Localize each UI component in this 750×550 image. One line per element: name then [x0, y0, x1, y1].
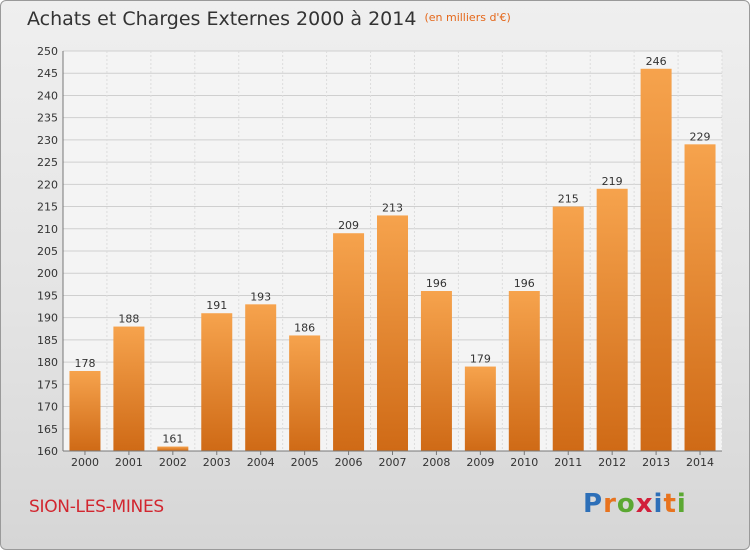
- bar-value-label: 229: [690, 130, 711, 143]
- bar-2001: [113, 326, 145, 451]
- y-tick-label: 180: [37, 356, 58, 369]
- x-tick-label: 2006: [335, 456, 363, 469]
- y-tick-label: 210: [37, 223, 58, 236]
- bar-2012: [596, 188, 628, 451]
- axis-layer: 160 165 170 175 180 185 190 195 200 205 210 215 220 2…: [37, 45, 722, 469]
- y-tick-label: 160: [37, 445, 58, 458]
- y-tick-label: 215: [37, 201, 58, 214]
- x-tick-label: 2014: [686, 456, 714, 469]
- logo-letter: P: [583, 489, 604, 519]
- bar-2007: [377, 215, 408, 451]
- chart-title: Achats et Charges Externes 2000 à 2014 (e…: [27, 8, 511, 30]
- y-tick-label: 190: [37, 312, 58, 325]
- bar-2011: [552, 206, 584, 451]
- logo-letter: x: [635, 489, 654, 519]
- x-tick-label: 2007: [379, 456, 407, 469]
- bar-value-label: 196: [426, 277, 447, 290]
- bar-2004: [245, 304, 277, 451]
- commune-name: SION-LES-MINES: [29, 497, 164, 517]
- y-tick-label: 195: [37, 289, 58, 302]
- y-tick-label: 175: [37, 378, 58, 391]
- y-tick-label: 220: [37, 178, 58, 191]
- bar-2000: [69, 371, 101, 451]
- bar-value-label: 215: [558, 193, 579, 206]
- y-tick-label: 230: [37, 134, 58, 147]
- x-tick-label: 2012: [598, 456, 626, 469]
- y-tick-label: 165: [37, 423, 58, 436]
- proxiti-logo[interactable]: Proxiti: [583, 489, 687, 519]
- bar-layer: [69, 68, 716, 452]
- y-tick-label: 235: [37, 112, 58, 125]
- x-tick-label: 2008: [422, 456, 450, 469]
- x-tick-label: 2000: [71, 456, 99, 469]
- x-tick-label: 2005: [291, 456, 319, 469]
- x-tick-label: 2002: [159, 456, 187, 469]
- bar-2002: [157, 446, 189, 451]
- x-tick-label: 2010: [510, 456, 538, 469]
- logo-letter: o: [616, 489, 636, 519]
- bar-value-label: 188: [118, 313, 139, 326]
- bar-2006: [333, 233, 365, 451]
- logo-letter: t: [663, 489, 677, 519]
- x-tick-label: 2003: [203, 456, 231, 469]
- bar-value-label: 179: [470, 353, 491, 366]
- bar-value-label: 246: [646, 55, 667, 68]
- bar-value-label: 209: [338, 219, 359, 232]
- y-tick-label: 240: [37, 89, 58, 102]
- title-text: Achats et Charges Externes 2000 à 2014: [27, 8, 417, 30]
- bar-2013: [640, 68, 672, 452]
- bar-2003: [201, 313, 233, 451]
- x-tick-label: 2009: [466, 456, 494, 469]
- bar-value-label: 219: [602, 175, 623, 188]
- x-tick-label: 2011: [554, 456, 582, 469]
- y-tick-label: 250: [37, 45, 58, 58]
- bar-2014: [684, 144, 716, 452]
- logo-letter: i: [676, 489, 687, 519]
- bar-2010: [508, 291, 540, 451]
- x-tick-label: 2001: [115, 456, 143, 469]
- y-tick-label: 205: [37, 245, 58, 258]
- bar-value-label: 191: [206, 299, 227, 312]
- x-tick-label: 2004: [247, 456, 275, 469]
- bar-value-label: 193: [250, 290, 271, 303]
- y-tick-label: 200: [37, 267, 58, 280]
- bar-value-label: 213: [382, 201, 403, 214]
- unit-label: (en milliers d'€): [424, 11, 511, 24]
- bar-2009: [464, 366, 496, 451]
- y-tick-label: 185: [37, 334, 58, 347]
- y-tick-label: 170: [37, 401, 58, 414]
- bar-2008: [420, 291, 452, 451]
- y-tick-label: 245: [37, 67, 58, 80]
- bar-value-label: 178: [74, 357, 95, 370]
- bar-value-label: 196: [514, 277, 535, 290]
- y-tick-label: 225: [37, 156, 58, 169]
- logo-letter: r: [603, 489, 617, 519]
- logo-letter: i: [653, 489, 664, 519]
- bar-value-label: 161: [162, 433, 183, 446]
- bar-value-label: 186: [294, 321, 315, 334]
- bar-2005: [289, 335, 321, 451]
- x-tick-label: 2013: [642, 456, 670, 469]
